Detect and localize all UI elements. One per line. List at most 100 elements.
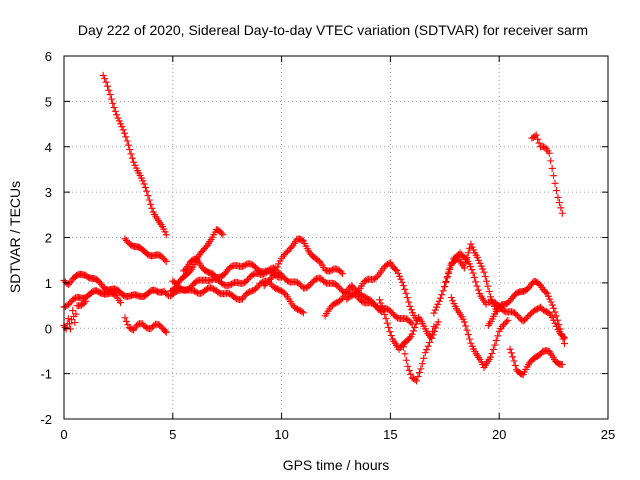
data-point xyxy=(359,298,367,306)
data-point xyxy=(405,298,413,306)
data-point xyxy=(209,285,217,293)
data-point xyxy=(499,306,507,314)
data-point xyxy=(483,277,491,285)
y-tick-label: 3 xyxy=(45,185,52,200)
axis-ticks: 0 5 10 15 20 25 -2 -1 0 1 2 3 4 5 6 xyxy=(40,49,615,442)
data-point xyxy=(314,256,322,264)
data-point xyxy=(551,319,559,327)
data-point xyxy=(161,256,169,264)
data-point xyxy=(337,268,345,276)
y-axis-label: SDTVAR / TECUs xyxy=(7,181,23,293)
data-point xyxy=(128,154,136,162)
data-point xyxy=(110,104,118,112)
data-point xyxy=(157,323,165,331)
data-point xyxy=(295,306,303,314)
data-point xyxy=(379,306,387,314)
data-point xyxy=(462,259,470,267)
data-point xyxy=(381,310,389,318)
data-point xyxy=(339,270,347,278)
data-point xyxy=(266,276,274,284)
data-point xyxy=(109,99,117,107)
data-point xyxy=(500,321,508,329)
data-point xyxy=(172,280,180,288)
data-point xyxy=(231,294,239,302)
data-point xyxy=(283,277,291,285)
data-point xyxy=(388,309,396,317)
data-point xyxy=(509,353,517,361)
data-point xyxy=(376,296,384,304)
data-point xyxy=(369,275,377,283)
data-point xyxy=(542,288,550,296)
y-tick-label: 5 xyxy=(45,94,52,109)
data-point xyxy=(523,313,531,321)
data-point xyxy=(240,262,248,270)
data-point xyxy=(330,279,338,287)
data-point xyxy=(491,341,499,349)
data-point xyxy=(262,280,270,288)
x-tick-label: 20 xyxy=(492,427,506,442)
data-point xyxy=(372,274,380,282)
data-point xyxy=(424,342,432,350)
data-point xyxy=(411,323,419,331)
data-point xyxy=(72,310,80,318)
data-point xyxy=(407,306,415,314)
data-point xyxy=(462,322,470,330)
data-point xyxy=(241,261,249,269)
data-point xyxy=(65,320,73,328)
data-point xyxy=(114,114,122,122)
data-point xyxy=(298,308,306,316)
data-point xyxy=(489,345,497,353)
data-point xyxy=(393,267,401,275)
data-point xyxy=(432,324,440,332)
series-arc-10 xyxy=(169,277,307,317)
data-point xyxy=(481,273,489,281)
data-point xyxy=(522,315,530,323)
data-point xyxy=(382,315,390,323)
data-point xyxy=(475,256,483,264)
data-point xyxy=(254,266,262,274)
data-point xyxy=(550,304,558,312)
data-point xyxy=(555,199,563,207)
y-tick-label: 1 xyxy=(45,276,52,291)
data-point xyxy=(219,231,227,239)
data-point xyxy=(407,318,415,326)
data-point xyxy=(535,304,543,312)
data-point xyxy=(466,335,474,343)
data-point xyxy=(404,362,412,370)
data-point xyxy=(545,149,553,157)
data-point xyxy=(170,278,178,286)
data-point xyxy=(218,229,226,237)
x-tick-label: 10 xyxy=(274,427,288,442)
data-point xyxy=(228,280,236,288)
data-point xyxy=(370,300,378,308)
data-point xyxy=(446,264,454,272)
data-point xyxy=(362,276,370,284)
data-point xyxy=(441,283,449,291)
data-point xyxy=(143,324,151,332)
data-point xyxy=(188,281,196,289)
data-point xyxy=(439,287,447,295)
data-point xyxy=(479,265,487,273)
data-point xyxy=(107,95,115,103)
data-point xyxy=(106,91,114,99)
data-point xyxy=(118,123,126,131)
data-point xyxy=(159,254,167,262)
data-point xyxy=(71,319,79,327)
series-arc-3 xyxy=(121,314,170,336)
data-point xyxy=(330,300,338,308)
series-arc-11 xyxy=(260,235,347,290)
data-point xyxy=(102,78,110,86)
data-point xyxy=(486,293,494,301)
data-point xyxy=(176,284,184,292)
data-point xyxy=(431,306,439,314)
data-point xyxy=(360,293,368,301)
data-point xyxy=(251,285,259,293)
x-tick-label: 15 xyxy=(383,427,397,442)
data-point xyxy=(551,179,559,187)
y-tick-label: 0 xyxy=(45,321,52,336)
data-point xyxy=(172,287,180,295)
data-point xyxy=(447,293,455,301)
data-point xyxy=(160,287,168,295)
data-point xyxy=(82,297,90,305)
data-point xyxy=(279,252,287,260)
